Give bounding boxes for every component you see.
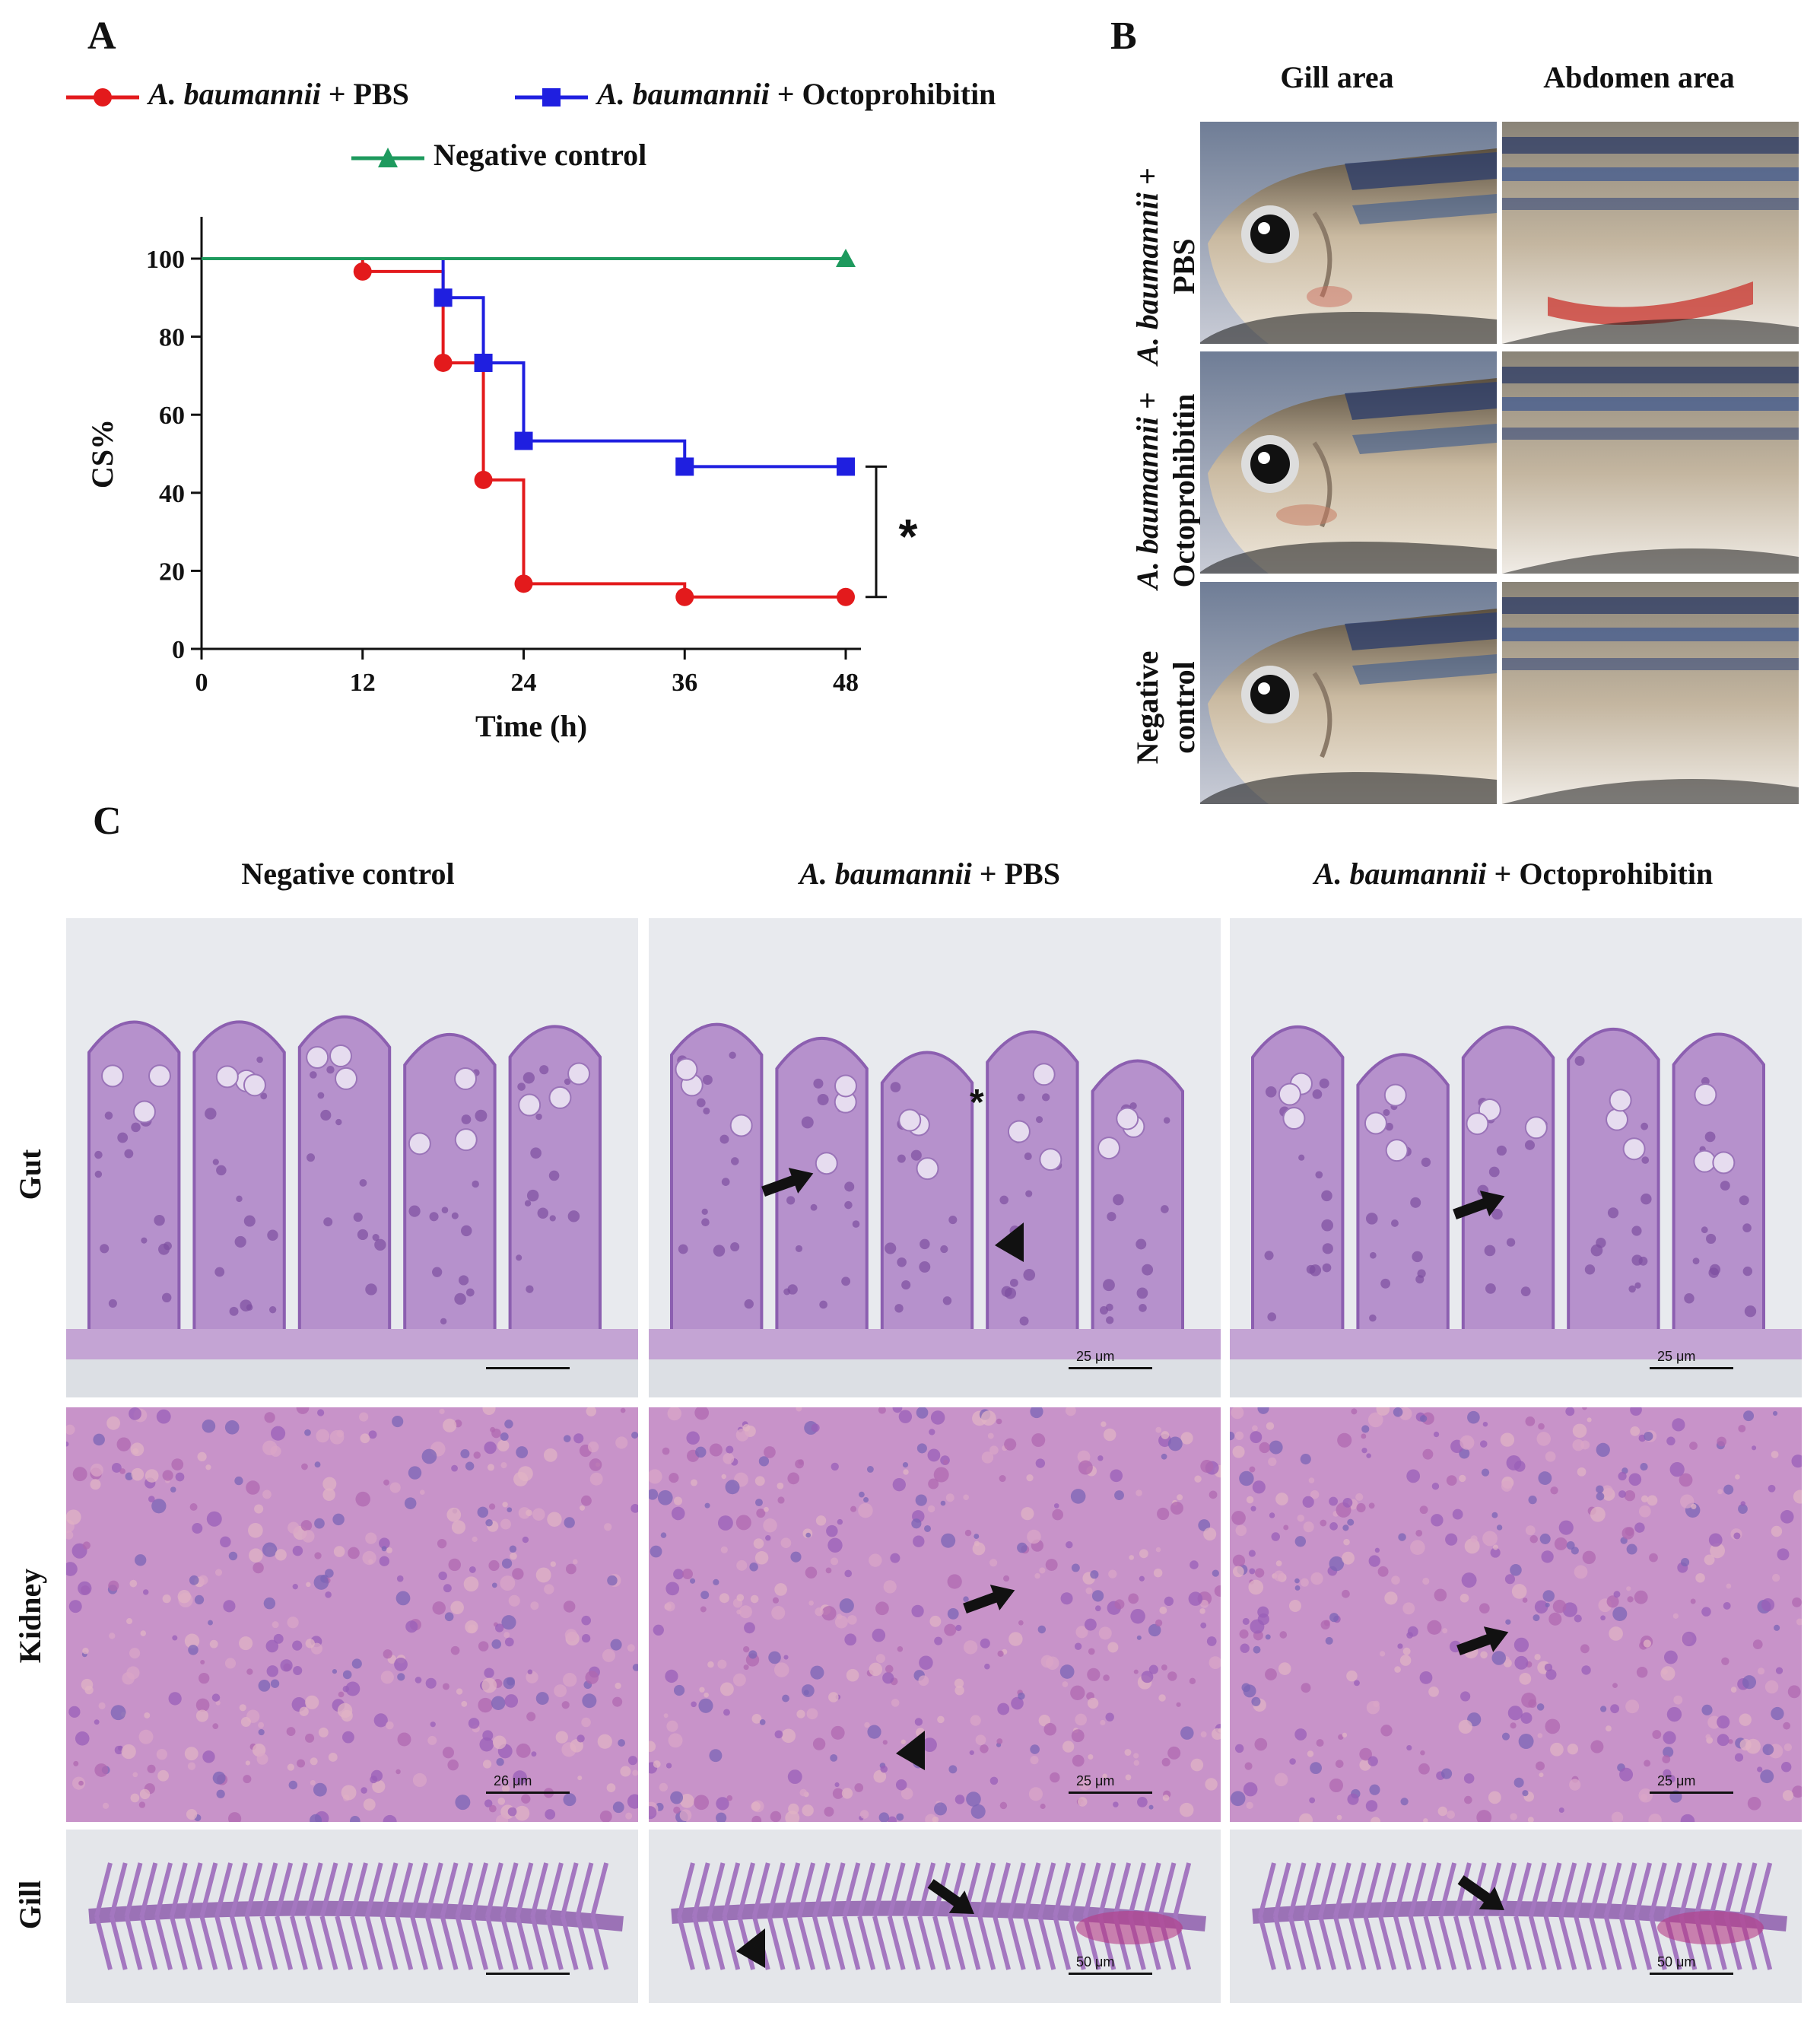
row-label-octo-line2: Octoprohibitin [1167,393,1201,588]
legend-item-pbs: A. baumannii + PBS [65,76,409,113]
histology-gut-negative-control [66,918,638,1397]
legend-octoprohibitin-italic: A. baumannii [597,77,770,111]
data-point-circle [675,587,694,606]
x-tick-label: 48 [833,669,859,697]
histo-row-label-kidney: Kidney [13,1568,47,1664]
scale-bar [1069,1792,1152,1794]
histo-row-label-gut: Gut [13,1149,47,1200]
row-label-neg-line2: control [1167,661,1201,754]
data-point-circle [434,353,453,372]
row-label-pbs-plus: + [1130,167,1164,193]
scale-bar [1650,1792,1733,1794]
scale-bar-label: 25 μm [1657,1773,1696,1788]
y-tick-label: 40 [159,480,185,508]
scale-bar-label: 26 μm [494,1773,532,1788]
histo-col-head-neg-text: Negative control [241,857,455,891]
y-tick-label: 100 [146,246,185,274]
data-point-circle [474,470,493,489]
legend-item-negative-control: Negative control [350,137,646,173]
histo-col-head-negative-control: Negative control [65,856,631,892]
histo-col-head-octo-text: + Octoprohibitin [1486,857,1714,891]
scale-bar [486,1792,570,1794]
legend-negative-control-text: Negative control [434,138,647,172]
histo-col-head-octoprohibitin: A. baumannii + Octoprohibitin [1224,856,1803,892]
y-tick-label: 0 [172,636,185,664]
legend-octoprohibitin-swatch [515,87,588,107]
data-point-square [837,457,855,476]
histology-gut-pbs: * 25 μm [649,918,1221,1397]
histo-col-head-pbs-italic: A. baumannii [799,857,972,891]
fish-photo-abdomen [1502,122,1799,344]
row-label-pbs-line2: PBS [1167,238,1201,294]
scale-bar-label: 25 μm [1076,1773,1115,1788]
fish-photo-gill [1200,582,1497,804]
fish-photo-gill [1200,351,1497,574]
histo-row-label-gill: Gill [13,1880,47,1930]
scale-bar [486,1367,570,1369]
fish-photo-gill [1200,122,1497,344]
y-tick-label: 20 [159,558,185,586]
panel-c-letter: C [93,800,122,843]
legend-pbs-italic: A. baumannii [148,77,321,111]
row-label-octo-plus: + [1130,392,1164,418]
scale-bar [1650,1973,1733,1975]
legend-octoprohibitin-text: + Octoprohibitin [769,77,996,111]
panel-b-letter: B [1110,14,1137,58]
scale-bar-label: 25 μm [1657,1349,1696,1364]
data-point-square [675,457,694,476]
row-label-octoprohibitin: A. baumannii + Octoprohibitin [1129,365,1205,616]
histo-col-head-pbs: A. baumannii + PBS [646,856,1213,892]
data-point-circle [353,262,372,281]
histology-gill-pbs: 50 μm [649,1830,1221,2003]
histo-col-head-pbs-text: + PBS [971,857,1060,891]
fish-photo-abdomen [1502,582,1799,804]
x-axis-label: Time (h) [475,709,587,743]
series-line-1 [202,257,846,469]
histology-gut-octoprohibitin: 25 μm [1230,918,1802,1397]
y-tick-label: 60 [159,402,185,430]
panel-a-letter: A [87,14,116,58]
lesion-asterisk: * [970,1083,984,1123]
histology-gill-octoprohibitin: 50 μm [1230,1830,1802,2003]
x-tick-label: 36 [672,669,697,697]
histology-kidney-octoprohibitin: 25 μm [1230,1407,1802,1822]
col-head-gill-area: Gill area [1280,60,1394,94]
x-tick-label: 12 [350,669,376,697]
scale-bar [1069,1367,1152,1369]
fish-photo-abdomen [1502,351,1799,574]
histo-col-head-octo-italic: A. baumannii [1313,857,1487,891]
legend-pbs-swatch [66,87,139,107]
data-point-square [514,431,533,450]
histology-gill-negative-control [66,1830,638,2003]
data-point-square [474,353,493,372]
row-label-negative-control: Negative control [1129,582,1205,833]
row-label-neg-line1: Negative [1130,650,1164,765]
legend-negative-control-swatch [351,147,424,167]
row-label-pbs-italic: A. baumannii [1130,192,1164,365]
x-tick-label: 24 [511,669,537,697]
histology-kidney-pbs: 25 μm [649,1407,1221,1822]
legend-item-octoprohibitin: A. baumannii + Octoprohibitin [513,76,996,113]
legend-pbs-text: + PBS [320,77,409,111]
histology-kidney-negative-control: 26 μm [66,1407,638,1822]
survival-chart: 0 20 40 60 80 100 0 12 24 36 48 Time (h) CS% * [85,217,918,743]
scale-bar [1069,1973,1152,1975]
data-point-circle [514,574,533,593]
scale-bar [1650,1367,1733,1369]
data-point-circle [837,587,855,606]
scale-bar [486,1973,570,1975]
scale-bar-label: 50 μm [1657,1954,1696,1970]
col-head-abdomen-area: Abdomen area [1543,60,1735,94]
data-point-square [434,288,453,307]
significance-star: * [899,509,918,564]
scale-bar-label: 50 μm [1076,1954,1115,1970]
x-tick-label: 0 [195,669,208,697]
scale-bar-label: 25 μm [1076,1349,1115,1364]
y-tick-label: 80 [159,324,185,352]
row-label-pbs: A. baumannii + PBS [1129,141,1205,392]
data-point-triangle [836,249,856,267]
row-label-octo-italic: A. baumannii [1130,417,1164,590]
y-axis-label: CS% [85,419,119,488]
